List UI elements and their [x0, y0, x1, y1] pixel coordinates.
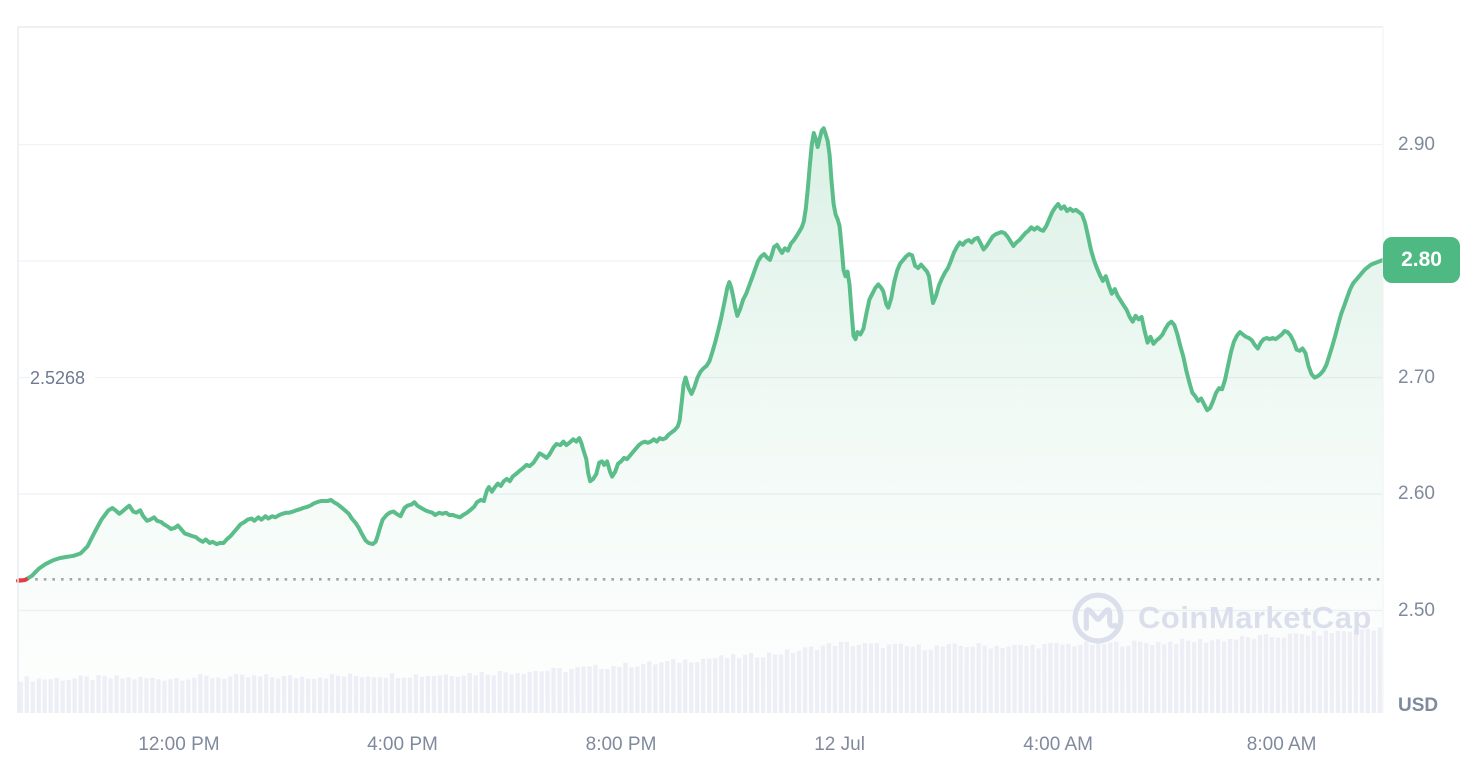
volume-bars [18, 627, 1382, 713]
x-tick-label: 12:00 PM [138, 734, 220, 755]
coinmarketcap-logo-icon [1072, 592, 1124, 644]
price-line-loss-segment [16, 577, 29, 583]
y-tick-label: 2.60 [1398, 483, 1435, 505]
prev-close-label: 2.5268 [30, 365, 96, 390]
x-tick-label: 8:00 AM [1246, 734, 1317, 755]
price-area-fill [18, 128, 1383, 714]
x-tick-label: 4:00 PM [367, 734, 438, 755]
current-price-badge: 2.80 [1383, 236, 1460, 283]
y-tick-label: 2.50 [1398, 599, 1435, 621]
y-tick-label: 2.70 [1398, 366, 1435, 388]
y-tick-label: 2.90 [1398, 133, 1435, 155]
watermark-text: CoinMarketCap [1138, 600, 1372, 635]
x-tick-label: 4:00 AM [1023, 734, 1093, 755]
x-tick-label: 8:00 PM [585, 734, 657, 755]
watermark: CoinMarketCap [1070, 590, 1372, 646]
y-axis-unit-label: USD [1398, 695, 1439, 716]
price-line [16, 126, 1385, 583]
x-tick-label: 12 Jul [814, 734, 865, 755]
